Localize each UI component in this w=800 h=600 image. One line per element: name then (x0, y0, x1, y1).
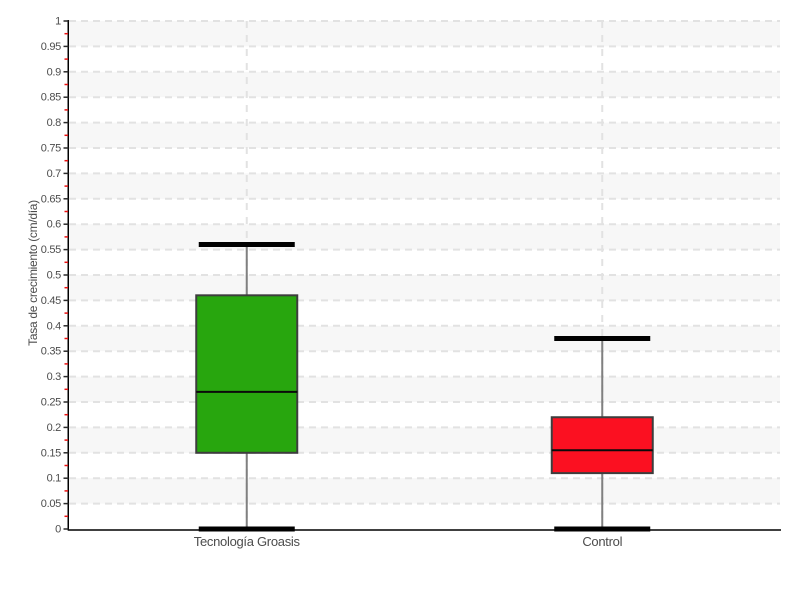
plot-band (69, 427, 780, 453)
plot-band (69, 275, 780, 301)
x-category-label-tecnologia-groasis: Tecnología Groasis (194, 534, 301, 549)
y-tick-label: 0.45 (41, 295, 61, 307)
y-tick-label: 0.9 (47, 66, 62, 78)
y-tick-label: 0.6 (47, 219, 62, 231)
plot-band (69, 325, 780, 352)
plot-band (69, 478, 780, 504)
y-tick-label: 0.2 (47, 422, 62, 434)
plot-band (69, 122, 780, 148)
y-tick-label: 0 (55, 524, 61, 536)
y-tick-label: 0.8 (47, 117, 62, 129)
plot-band (69, 21, 780, 47)
plot-band (69, 224, 780, 250)
box-control (550, 416, 654, 475)
y-tick-label: 0.85 (41, 92, 61, 104)
y-tick-label: 0.05 (41, 498, 61, 510)
y-tick-label: 0.75 (41, 143, 61, 155)
plot-band (69, 376, 780, 402)
y-tick-label: 0.55 (41, 244, 61, 256)
x-category-label-control: Control (582, 534, 622, 549)
y-tick-label: 0.7 (47, 168, 62, 180)
box-tecnologia-groasis (195, 294, 299, 454)
y-tick-label: 0.4 (47, 320, 62, 332)
y-tick-label: 0.95 (41, 41, 61, 53)
plot-band (69, 173, 780, 199)
y-tick-label: 0.3 (47, 371, 62, 383)
plot-band (69, 71, 780, 98)
y-axis-title: Tasa de crecimiento (cm/día) (26, 200, 40, 346)
y-tick-label: 0.35 (41, 346, 61, 358)
y-tick-label: 0.25 (41, 397, 61, 409)
y-tick-label: 0.65 (41, 193, 61, 205)
y-tick-label: 0.15 (41, 447, 61, 459)
y-tick-label: 0.5 (47, 270, 62, 282)
y-tick-label: 1 (55, 16, 61, 28)
y-tick-label: 0.1 (47, 473, 62, 485)
